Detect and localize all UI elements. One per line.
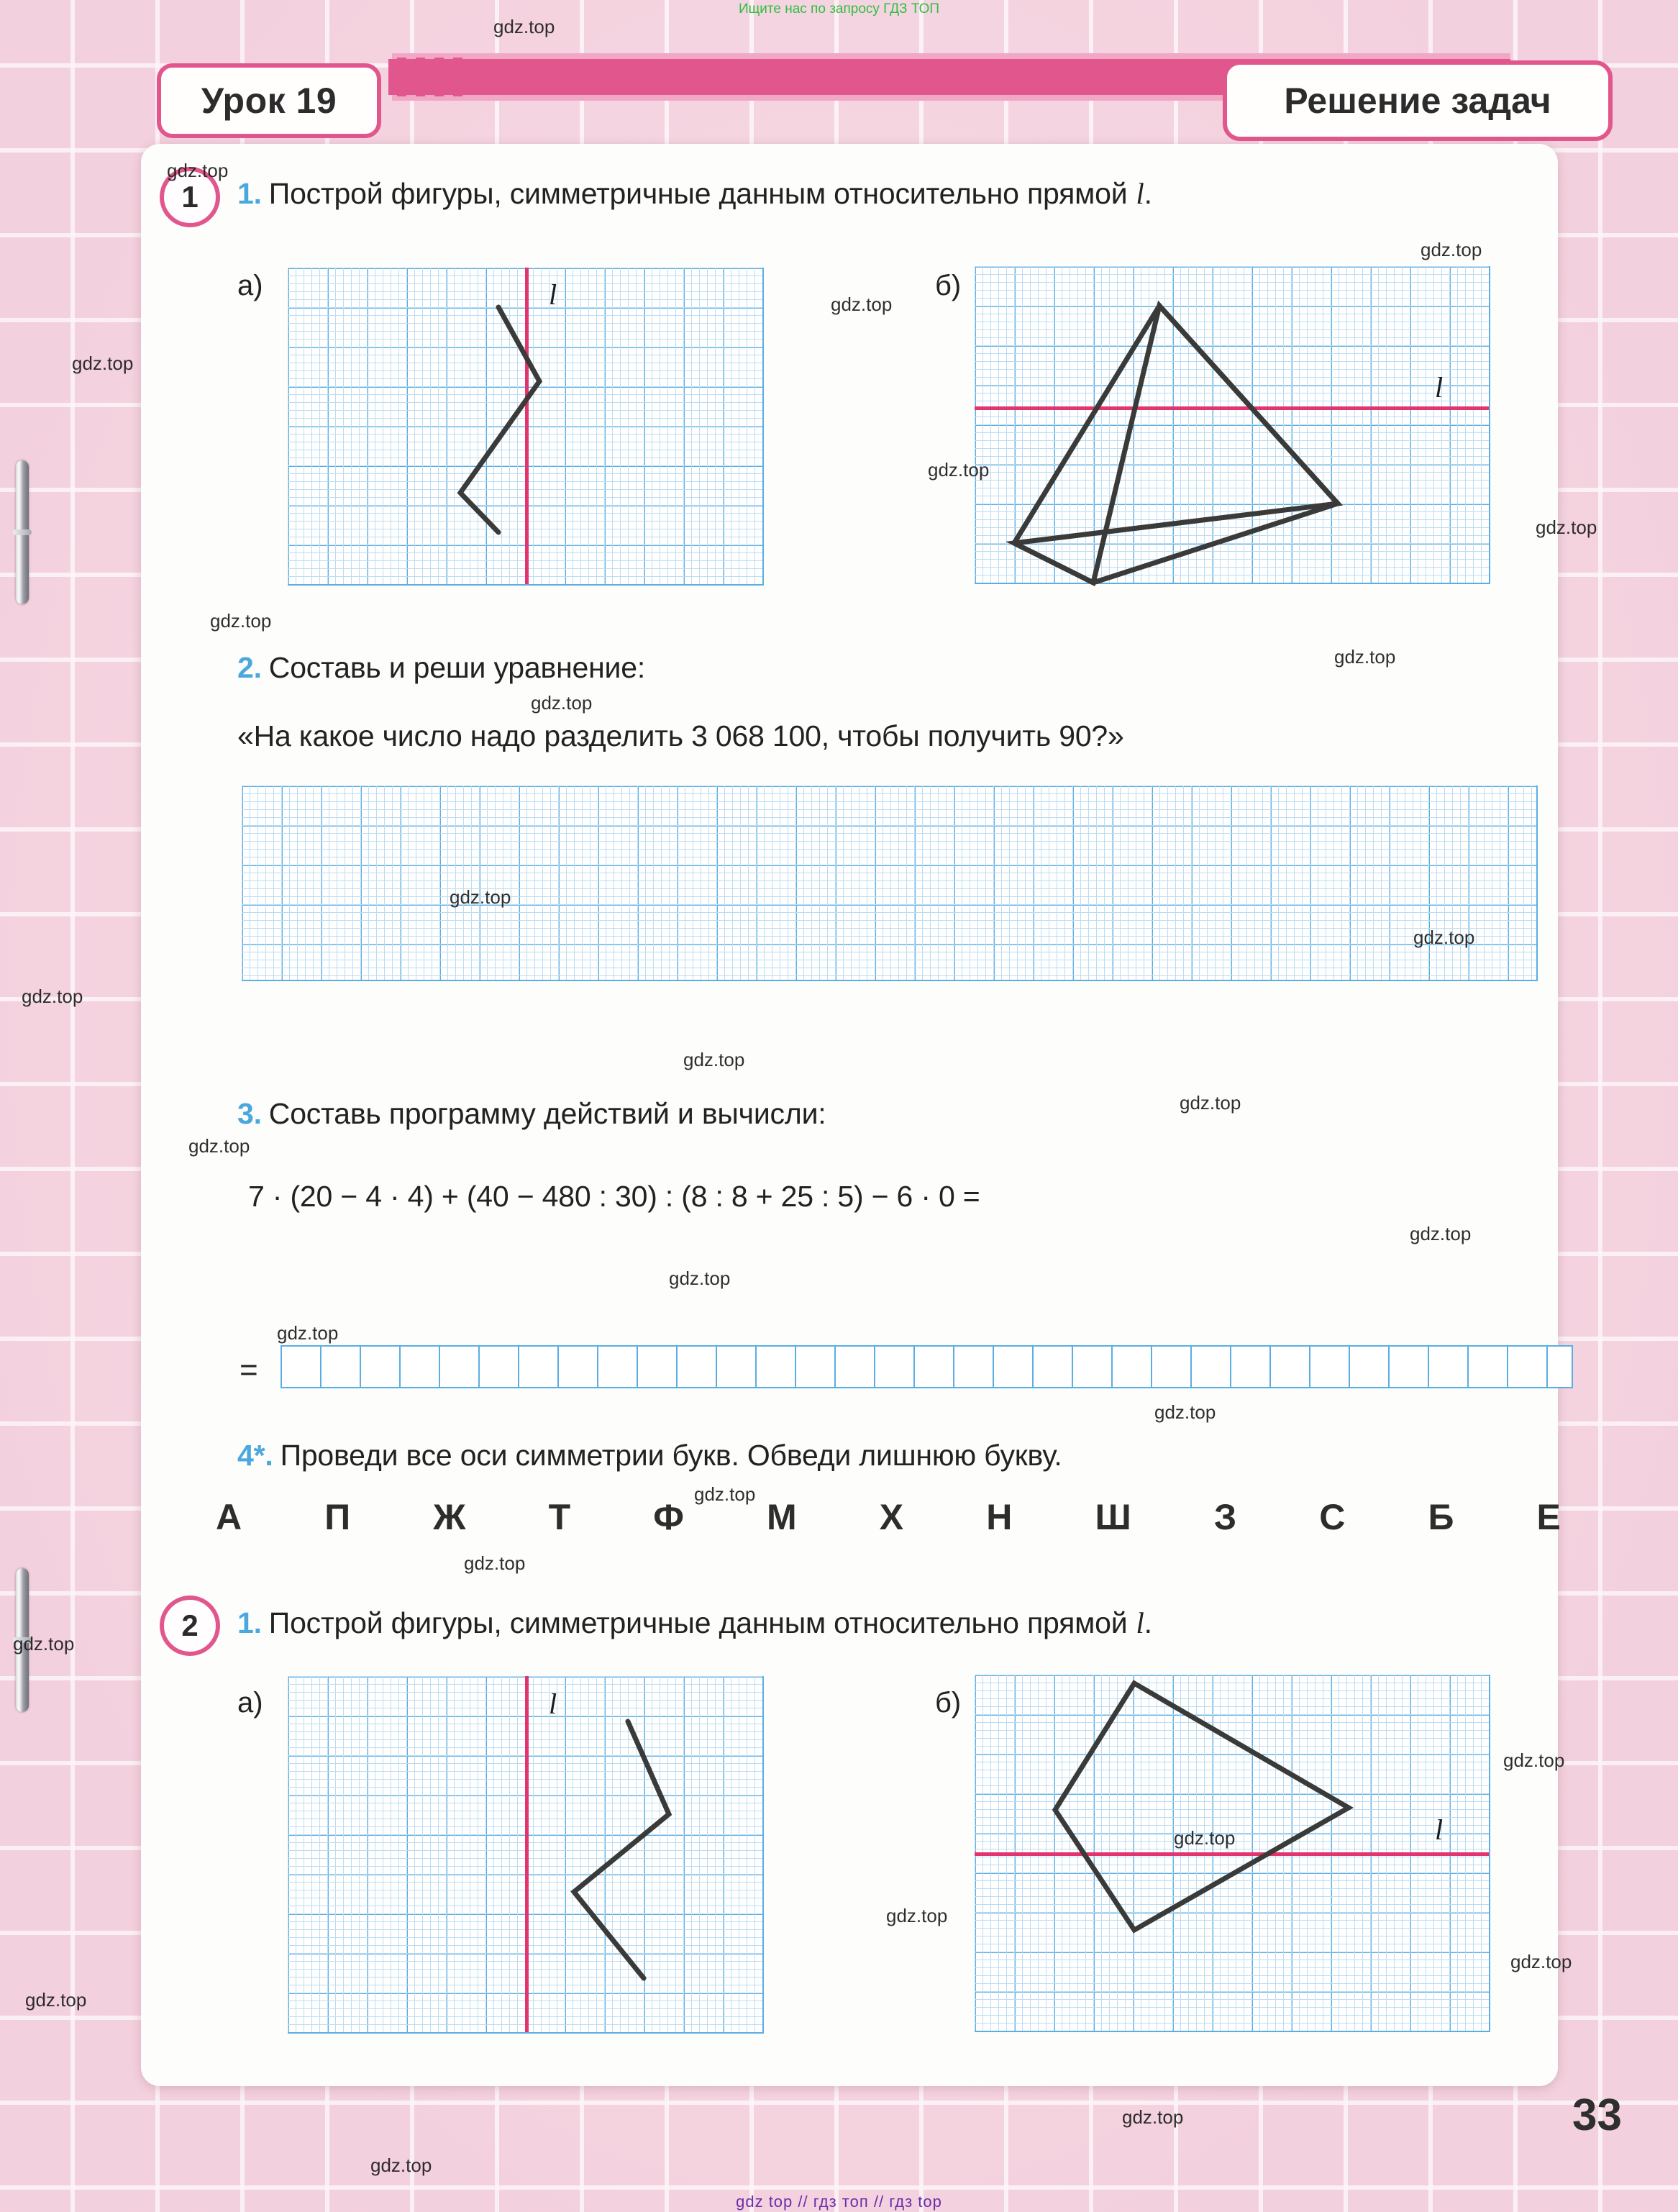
task-1-1-text: 1. Построй фигуры, симметричные данным от… bbox=[237, 177, 1152, 210]
section-badge-1: 1 bbox=[160, 167, 220, 227]
watermark-tile: gdz.top bbox=[1536, 516, 1597, 538]
task-1-4-text: 4*. Проведи все оси симметрии букв. Обвед… bbox=[237, 1439, 1062, 1473]
task-1-2-text: 2. Составь и реши уравнение: bbox=[237, 651, 645, 685]
header-tick-3 bbox=[434, 58, 444, 96]
watermark-tile: gdz.top bbox=[1413, 927, 1475, 948]
axis-label-2a: l bbox=[549, 1688, 557, 1720]
task-number: 1. bbox=[237, 177, 262, 210]
letter-item: Н bbox=[986, 1497, 1013, 1537]
symmetry-axis-2a bbox=[525, 1676, 529, 2032]
binding-ring-top bbox=[13, 460, 32, 604]
watermark-tile: gdz.top bbox=[277, 1322, 339, 1344]
lesson-badge: Урок 19 bbox=[157, 63, 381, 138]
figure-grid-1b bbox=[975, 266, 1490, 584]
figure-shape-2a bbox=[570, 1719, 672, 1981]
task-2-1-text: 1. Построй фигуры, симметричные данным от… bbox=[237, 1606, 1152, 1639]
top-watermark: Ищите нас по запросу ГДЗ ТОП bbox=[738, 1, 940, 17]
watermark-tile: gdz.top bbox=[450, 886, 511, 908]
task-line-letter: l bbox=[1136, 1606, 1144, 1639]
task-number: 3. bbox=[237, 1097, 262, 1130]
letter-item: Б bbox=[1428, 1497, 1454, 1537]
letter-item: З bbox=[1213, 1497, 1237, 1537]
figure-shape-1b-outline bbox=[1011, 301, 1343, 586]
symmetry-letters-row: А П Ж Т Ф М Х Н Ш З С Б Е bbox=[216, 1496, 1561, 1538]
watermark-tile: gdz.top bbox=[188, 1135, 250, 1157]
axis-label-1a: l bbox=[549, 278, 557, 311]
watermark-tile: gdz.top bbox=[1180, 1092, 1241, 1114]
letter-item: Ж bbox=[433, 1497, 466, 1537]
header-tick-1 bbox=[397, 58, 406, 96]
letter-item: А bbox=[216, 1497, 242, 1537]
task-text: Построй фигуры, симметричные данным отно… bbox=[268, 177, 1128, 210]
task-1-2-quote: «На какое число надо разделить 3 068 100… bbox=[237, 719, 1124, 752]
figure-shape-1a bbox=[457, 304, 543, 535]
bottom-watermark: gdz top // гдз топ // гдз top bbox=[736, 2193, 942, 2211]
task-text: Составь и реши уравнение: bbox=[268, 651, 646, 684]
watermark-tile: gdz.top bbox=[831, 293, 893, 315]
watermark-tile: gdz.top bbox=[1154, 1401, 1216, 1423]
axis-label-1b: l bbox=[1435, 371, 1444, 404]
part-label-1b: б) bbox=[935, 270, 962, 301]
task-1-3-text: 3. Составь программу действий и вычисли: bbox=[237, 1097, 826, 1131]
watermark-tile: gdz.top bbox=[1334, 646, 1396, 668]
binding-ring-bottom bbox=[13, 1568, 32, 1712]
section-badge-2: 2 bbox=[160, 1596, 220, 1656]
task-number: 1. bbox=[237, 1606, 262, 1639]
figure-shape-2b bbox=[1052, 1680, 1354, 1934]
part-label-2a: а) bbox=[237, 1687, 263, 1719]
letter-item: М bbox=[767, 1497, 797, 1537]
lesson-label: Урок 19 bbox=[201, 81, 337, 121]
watermark-tile: gdz.top bbox=[464, 1552, 526, 1574]
page-header: Урок 19 Решение задач bbox=[0, 0, 1678, 144]
watermark-tile: gdz.top bbox=[1510, 1951, 1572, 1972]
watermark-tile: gdz.top bbox=[210, 610, 272, 632]
watermark-tile: gdz.top bbox=[1421, 239, 1482, 260]
page-title: Решение задач bbox=[1284, 81, 1551, 121]
page-number: 33 bbox=[1572, 2090, 1622, 2140]
part-label-1a: а) bbox=[237, 270, 263, 301]
watermark-tile: gdz.top bbox=[683, 1049, 745, 1070]
letter-item: Е bbox=[1536, 1497, 1561, 1537]
header-tick-4 bbox=[453, 58, 462, 96]
symmetry-axis-1b bbox=[975, 406, 1489, 410]
task-text: Построй фигуры, симметричные данным отно… bbox=[268, 1606, 1128, 1639]
task-line-letter: l bbox=[1136, 177, 1144, 210]
watermark-tile: gdz.top bbox=[25, 1989, 87, 2011]
watermark-tile: gdz.top bbox=[1174, 1827, 1236, 1849]
watermark-tile: gdz.top bbox=[167, 160, 229, 181]
task-number: 4*. bbox=[237, 1439, 273, 1472]
task-1-3-expression: 7 · (20 − 4 · 4) + (40 − 480 : 30) : (8 … bbox=[248, 1180, 980, 1213]
watermark-tile: gdz.top bbox=[928, 459, 990, 481]
watermark-tile: gdz.top bbox=[1122, 2106, 1184, 2128]
axis-label-2b: l bbox=[1435, 1813, 1444, 1846]
answer-equals-sign: = bbox=[240, 1352, 258, 1388]
symmetry-axis-1a bbox=[525, 268, 529, 584]
watermark-tile: gdz.top bbox=[1503, 1749, 1565, 1771]
letter-item: П bbox=[324, 1497, 351, 1537]
part-label-2b: б) bbox=[935, 1687, 962, 1719]
watermark-tile: gdz.top bbox=[13, 1633, 75, 1655]
letter-item: Т bbox=[548, 1497, 571, 1537]
watermark-tile: gdz.top bbox=[886, 1905, 948, 1926]
watermark-tile: gdz.top bbox=[1410, 1223, 1472, 1244]
header-tick-2 bbox=[416, 58, 425, 96]
task-text: Проведи все оси симметрии букв. Обведи л… bbox=[280, 1439, 1062, 1472]
task-text: Составь программу действий и вычисли: bbox=[268, 1097, 826, 1130]
letter-item: Ф bbox=[653, 1497, 684, 1537]
answer-grid-task3 bbox=[281, 1345, 1573, 1388]
watermark-tile: gdz.top bbox=[531, 692, 593, 714]
watermark-tile: gdz.top bbox=[493, 16, 555, 37]
task-number: 2. bbox=[237, 651, 262, 684]
watermark-tile: gdz.top bbox=[370, 2154, 432, 2176]
answer-grid-task2 bbox=[242, 786, 1538, 981]
letter-item: Ш bbox=[1095, 1497, 1131, 1537]
symmetry-axis-2b bbox=[975, 1852, 1489, 1856]
letter-item: Х bbox=[879, 1497, 904, 1537]
letter-item: С bbox=[1319, 1497, 1346, 1537]
watermark-tile: gdz.top bbox=[694, 1483, 756, 1505]
watermark-tile: gdz.top bbox=[22, 986, 83, 1007]
page-title-box: Решение задач bbox=[1223, 60, 1613, 141]
watermark-tile: gdz.top bbox=[669, 1267, 731, 1289]
watermark-tile: gdz.top bbox=[72, 352, 134, 374]
